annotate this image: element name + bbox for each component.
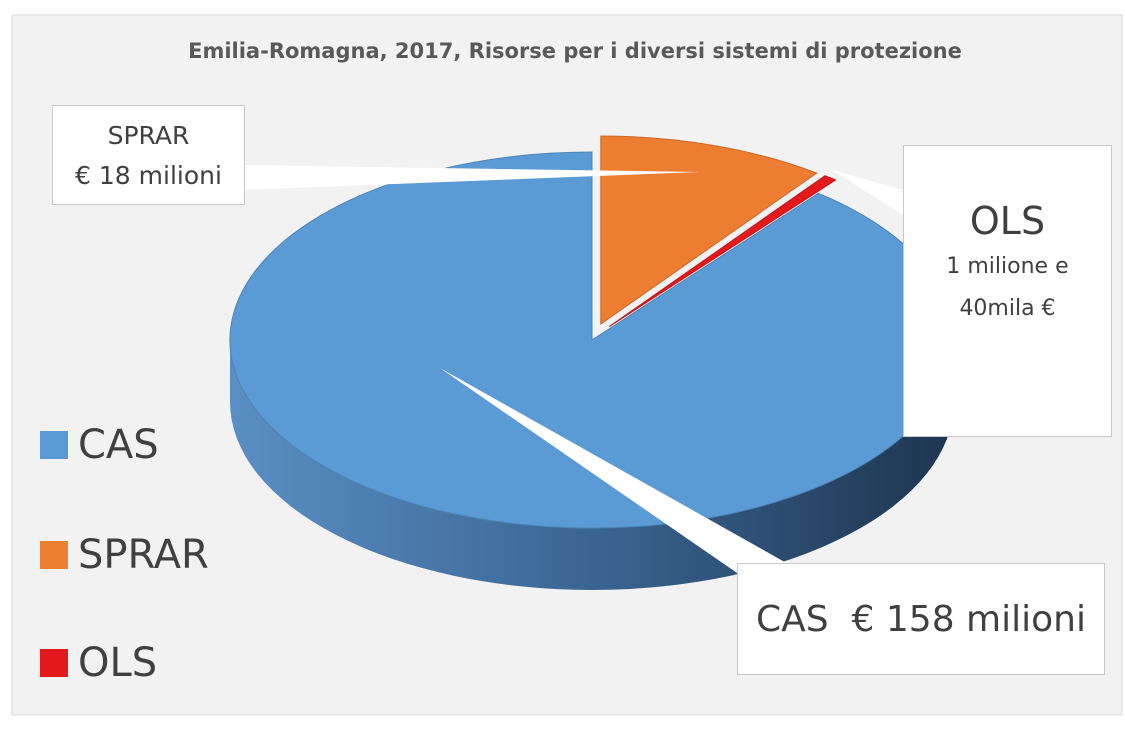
pie: [229, 135, 955, 590]
pointer: [240, 165, 700, 190]
pointer: [440, 368, 790, 575]
callout-category: CAS: [756, 599, 829, 640]
pointer: [832, 170, 903, 215]
legend-swatch: [40, 649, 68, 677]
chart-title: Emilia-Romagna, 2017, Risorse per i dive…: [188, 39, 962, 63]
legend-item: CAS: [40, 422, 159, 468]
legend-item: SPRAR: [40, 532, 209, 578]
sprar-callout: SPRAR € 18 milioni: [52, 105, 245, 205]
pie-slice: [600, 135, 818, 326]
legend-swatch: [40, 431, 68, 459]
data-label: 1 milione e 40mila €: [946, 254, 1069, 321]
pie-side: [230, 340, 954, 590]
callout-category: OLS: [969, 199, 1046, 243]
cas-callout: CAS € 158 milioni: [737, 563, 1105, 675]
legend-item: OLS: [40, 640, 157, 686]
legend-label: OLS: [78, 640, 158, 686]
ols-callout: OLS 1 milione e 40mila €: [903, 145, 1112, 437]
data-label: € 158 milioni: [851, 599, 1086, 640]
data-label: € 18 milioni: [75, 161, 222, 190]
callout-pointers: [240, 165, 903, 575]
legend-swatch: [40, 541, 68, 569]
callout-category: SPRAR: [107, 121, 190, 150]
legend-label: CAS: [78, 422, 159, 468]
pie-slice: [608, 175, 837, 328]
legend-label: SPRAR: [78, 532, 209, 578]
